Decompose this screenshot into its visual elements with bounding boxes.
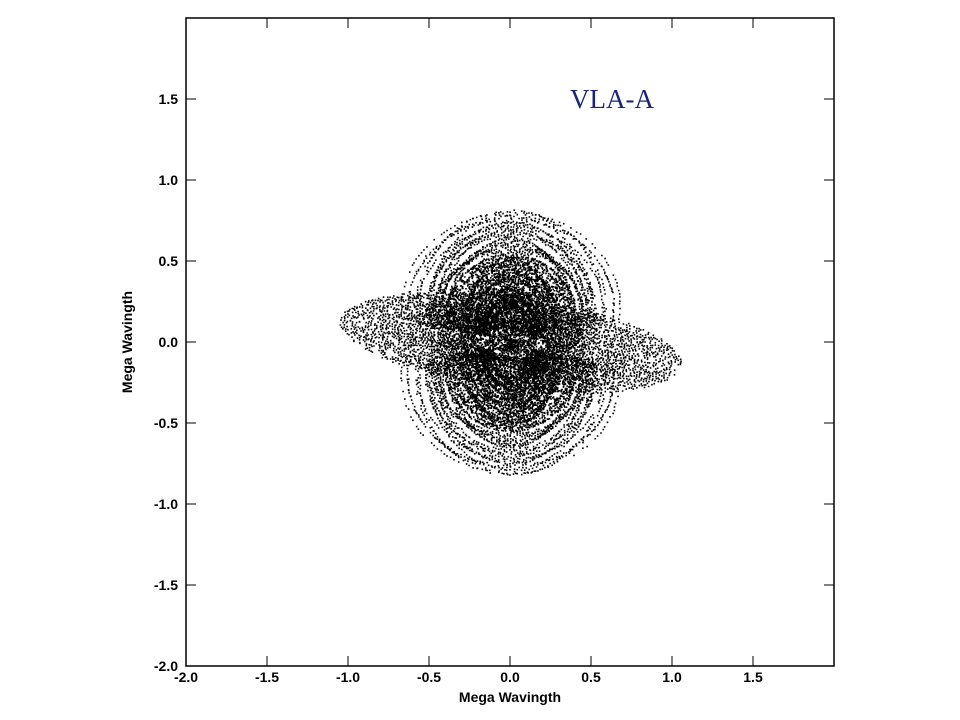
uv-sample-points [339,209,682,476]
y-tick-label: 1.5 [159,91,179,107]
x-axis-label: Mega Wavingth [459,689,561,705]
array-annotation: VLA-A [570,84,654,114]
x-tick-labels: -2.0 -1.5 -1.0 -0.5 0.0 0.5 1.0 1.5 [174,669,763,685]
y-tick-label: -2.0 [154,658,178,674]
uv-points [339,209,682,476]
x-tick-label: 0.0 [500,669,520,685]
x-tick-label: -1.5 [255,669,279,685]
x-tick-label: -1.0 [336,669,360,685]
x-tick-label: 0.5 [581,669,601,685]
y-tick-label: -1.5 [154,577,178,593]
y-tick-label: 0.5 [159,253,179,269]
x-tick-label: 1.5 [743,669,763,685]
y-axis-label: Mega Wavingth [119,291,135,393]
x-tick-label: -0.5 [417,669,441,685]
y-tick-label: -1.0 [154,496,178,512]
axis-ticks [185,18,834,667]
y-tick-label: 1.0 [159,172,179,188]
x-tick-label: -2.0 [174,669,198,685]
x-tick-label: 1.0 [662,669,682,685]
y-tick-labels: -2.0 -1.5 -1.0 -0.5 0.0 0.5 1.0 1.5 [154,91,178,674]
y-tick-label: -0.5 [154,415,178,431]
y-tick-label: 0.0 [159,334,179,350]
